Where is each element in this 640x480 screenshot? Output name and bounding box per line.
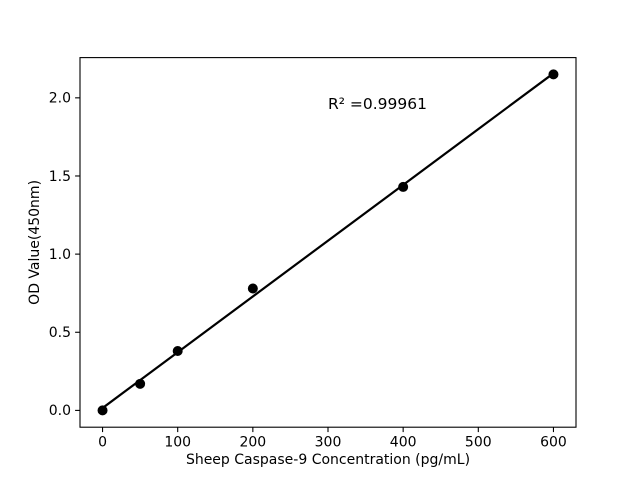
data-point [135,378,146,389]
y-tick-label: 0.5 [49,325,71,341]
x-tick-label: 100 [164,435,191,451]
data-point [172,346,183,357]
y-axis-label: OD Value(450nm) [27,180,43,305]
x-axis-label: Sheep Caspase-9 Concentration (pg/mL) [186,452,470,468]
data-point [97,405,108,416]
y-tick-label: 1.5 [49,169,71,185]
y-tick-label: 1.0 [49,247,71,263]
data-point [398,181,409,192]
y-tick-label: 0.0 [49,403,71,419]
x-tick-label: 300 [315,435,342,451]
y-tick-label: 2.0 [49,91,71,107]
r-squared-annotation: R² =0.99961 [328,95,427,113]
x-tick-label: 400 [390,435,417,451]
x-tick-label: 500 [465,435,492,451]
data-point [548,69,559,80]
data-point [247,283,258,294]
x-tick-label: 600 [540,435,567,451]
x-tick-label: 200 [239,435,266,451]
x-tick-label: 0 [98,435,107,451]
